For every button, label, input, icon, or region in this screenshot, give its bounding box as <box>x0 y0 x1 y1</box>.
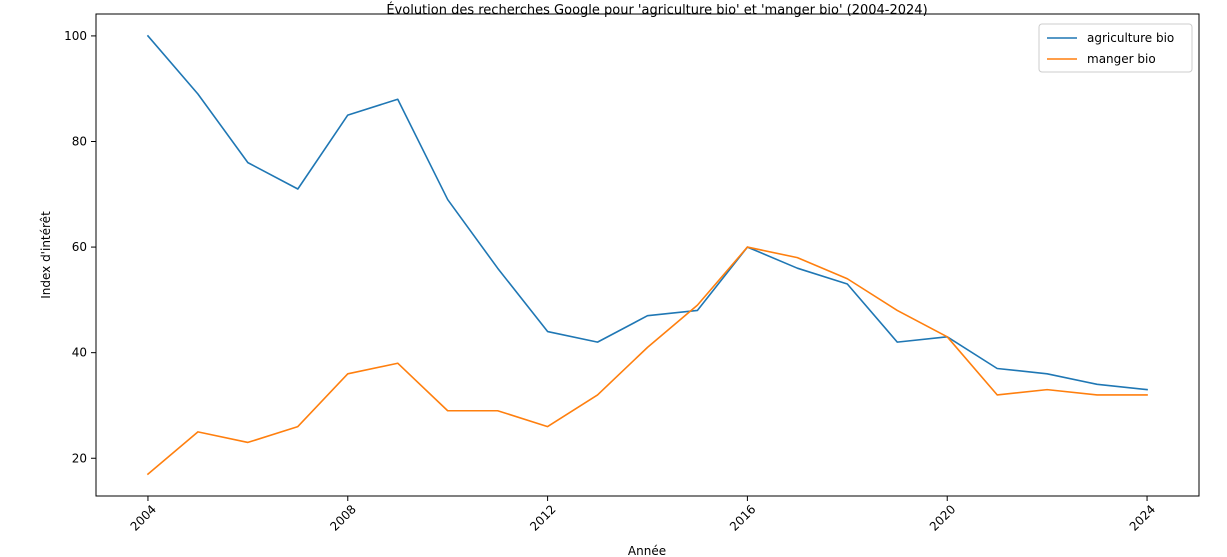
x-axis: 2004 2008 2012 2016 2020 2024 <box>128 496 1158 534</box>
y-axis-label: Index d'intérêt <box>39 211 53 299</box>
legend: agriculture bio manger bio <box>1038 23 1193 73</box>
x-tick-label: 2016 <box>727 502 758 533</box>
legend-label: manger bio <box>1087 52 1156 66</box>
series-layer <box>146 34 1148 476</box>
y-tick-label: 20 <box>72 451 87 465</box>
y-axis: 20 40 60 80 100 <box>64 29 96 465</box>
x-axis-label: Année <box>628 544 666 557</box>
x-tick-label: 2020 <box>927 502 958 533</box>
x-tick-label: 2008 <box>327 502 358 533</box>
x-tick-label: 2004 <box>128 502 159 533</box>
legend-box <box>1038 23 1193 73</box>
y-tick-label: 80 <box>72 134 87 148</box>
legend-label: agriculture bio <box>1087 31 1174 45</box>
x-tick-label: 2012 <box>527 502 558 533</box>
plot-area <box>95 13 1200 497</box>
y-tick-label: 40 <box>72 346 87 360</box>
series-line-2 <box>146 246 1148 476</box>
y-tick-label: 60 <box>72 240 87 254</box>
series-line-1 <box>146 34 1148 391</box>
x-tick-label: 2024 <box>1127 502 1158 533</box>
chart-title: Évolution des recherches Google pour 'ag… <box>386 2 927 18</box>
y-tick-label: 100 <box>64 29 87 43</box>
